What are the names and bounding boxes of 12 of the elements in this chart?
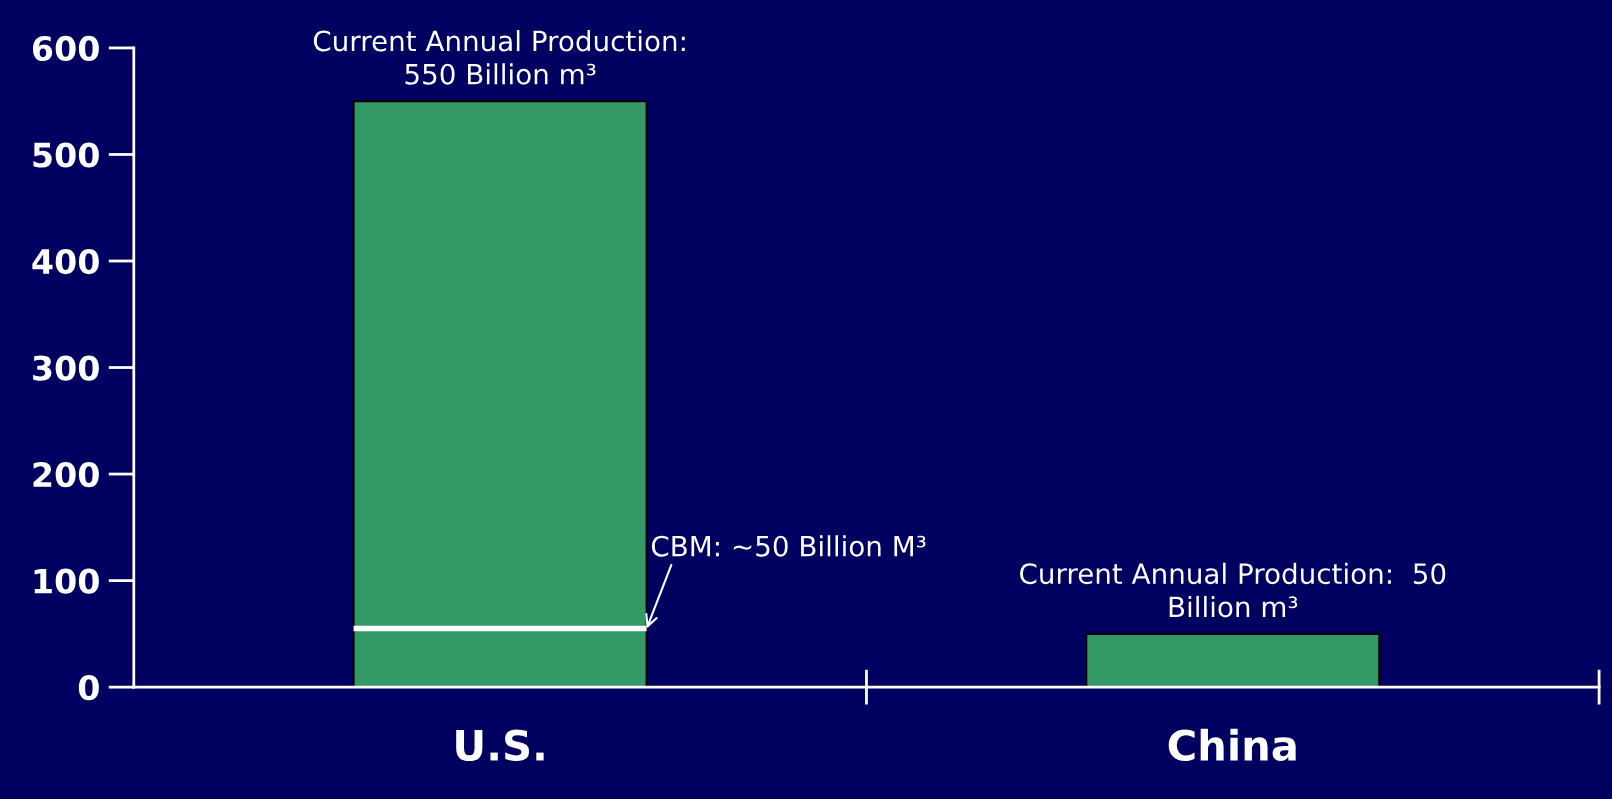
x-tick-label: China <box>1168 728 1296 762</box>
ref-line-label: CBM: ~50 Billion M³ <box>651 535 926 557</box>
annotation: Current Annual Production: 550 Billion m³ <box>313 30 685 85</box>
annotation: Current Annual Production: 50 Billion m³ <box>1020 562 1446 618</box>
y-tick-label: 500 <box>33 142 99 168</box>
y-tick-label: 400 <box>32 248 99 275</box>
y-tick-label: 300 <box>33 355 99 381</box>
y-tick-label: 100 <box>34 568 99 594</box>
x-tick-label: U.S. <box>456 729 544 762</box>
y-tick-label: 200 <box>33 462 99 488</box>
y-tick-label: 600 <box>32 35 99 62</box>
y-tick-label: 0 <box>78 675 99 701</box>
